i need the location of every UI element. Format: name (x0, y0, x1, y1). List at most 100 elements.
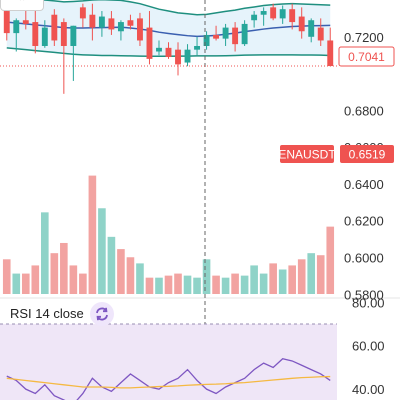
volume-bar (164, 275, 173, 294)
candle-body (156, 47, 162, 52)
candle-body (194, 45, 200, 50)
volume-bar (174, 273, 182, 294)
rsi-tick-label: 60.00 (352, 339, 385, 354)
price-tick-label: 0.6200 (344, 214, 384, 229)
volume-bar (98, 208, 106, 294)
volume-bar (221, 277, 230, 294)
candle-body (70, 25, 77, 46)
candle-body (260, 11, 267, 15)
candlesticks (3, 3, 334, 94)
rsi-ma-line (6, 375, 331, 389)
volume-bar (69, 265, 78, 294)
candle-body (108, 18, 115, 30)
rsi-line (6, 358, 331, 400)
volume-bar (50, 253, 59, 294)
volume-bar (183, 275, 192, 294)
volume-bar (126, 257, 135, 294)
candle-body (127, 20, 134, 26)
candle-body (22, 20, 29, 24)
candle-body (32, 22, 39, 46)
symbol-name: ENAUSDT (278, 148, 336, 162)
volume-bar (155, 277, 163, 294)
volume-bar (278, 269, 287, 294)
volume-bar (307, 253, 316, 294)
volume-bar (240, 275, 249, 294)
rsi-tick-label: 40.00 (352, 382, 385, 397)
symbol-tag: ENAUSDT 0.6519 (278, 145, 394, 163)
volume-bar (250, 265, 258, 294)
candle-body (289, 9, 296, 23)
candle-body (327, 40, 334, 67)
price-tick-label: 0.6400 (344, 177, 384, 192)
volume-bar (21, 273, 30, 294)
volume-bar (41, 212, 49, 294)
volume-bar (79, 273, 87, 294)
rsi-pane (0, 323, 337, 400)
candle-body (241, 23, 248, 45)
candle-body (79, 7, 86, 19)
volume-bar (269, 263, 277, 294)
candle-body (41, 27, 48, 46)
volume-bar (259, 273, 268, 294)
volume-bar (326, 226, 335, 294)
price-tick-label: 0.6800 (344, 103, 384, 118)
candle-body (117, 22, 124, 32)
refresh-icon (96, 307, 108, 321)
bollinger-upper-line (37, 0, 331, 16)
candle-body (222, 27, 229, 39)
bollinger-middle-line (6, 21, 331, 38)
price-axis: 0.72000.68000.66000.64000.62000.60000.58… (344, 30, 384, 303)
volume-bar (107, 236, 116, 294)
volume-bar (145, 277, 154, 294)
volume-bar (136, 263, 144, 294)
candle-body (146, 27, 153, 59)
last-price-tag: 0.7041 (338, 46, 395, 67)
candle-body (270, 7, 277, 19)
volume-bar (193, 277, 201, 294)
candle-body (308, 20, 315, 37)
price-tick-label: 0.7200 (344, 30, 384, 45)
volume-bar (316, 255, 325, 294)
volume-bars (2, 175, 335, 294)
volume-bar (231, 273, 239, 294)
last-price-text: 0.7041 (348, 50, 385, 64)
volume-bar (117, 249, 125, 294)
rsi-band-area (0, 324, 337, 400)
candle-body (232, 27, 239, 45)
candle-body (89, 14, 96, 28)
volume-bar (212, 275, 220, 294)
volume-bar (202, 259, 211, 294)
candle-body (137, 18, 143, 41)
symbol-price: 0.6519 (349, 148, 386, 162)
candle-body (51, 14, 58, 41)
candle-body (13, 20, 20, 34)
candle-body (165, 47, 172, 58)
volume-bar (31, 265, 40, 294)
candle-body (3, 11, 10, 34)
volume-bar (2, 259, 11, 294)
collapse-button[interactable]: ⌃ (0, 0, 44, 11)
volume-bar (288, 265, 296, 294)
candle-body (279, 9, 286, 19)
rsi-toggle-button[interactable] (90, 302, 114, 326)
rsi-axis: 80.00 60.00 40.00 (352, 295, 385, 397)
chevron-icon: ⌃ (16, 0, 28, 9)
rsi-tick-label: 80.00 (352, 295, 385, 310)
volume-bar (60, 242, 68, 294)
candle-body (98, 16, 105, 28)
bollinger-band-area (6, 0, 331, 57)
candle-body (203, 34, 210, 46)
volume-bar (12, 273, 21, 294)
bollinger-fill (6, 0, 331, 57)
volume-bar (88, 175, 97, 294)
price-tick-label: 0.6000 (344, 251, 384, 266)
rsi-title: RSI 14 close (10, 306, 84, 321)
candle-body (251, 14, 258, 21)
candle-body (60, 22, 67, 46)
candle-body (175, 49, 181, 65)
candle-body (184, 49, 191, 63)
price-tick-label: 0.5800 (344, 287, 384, 302)
candle-body (213, 34, 220, 39)
volume-bar (297, 259, 306, 294)
